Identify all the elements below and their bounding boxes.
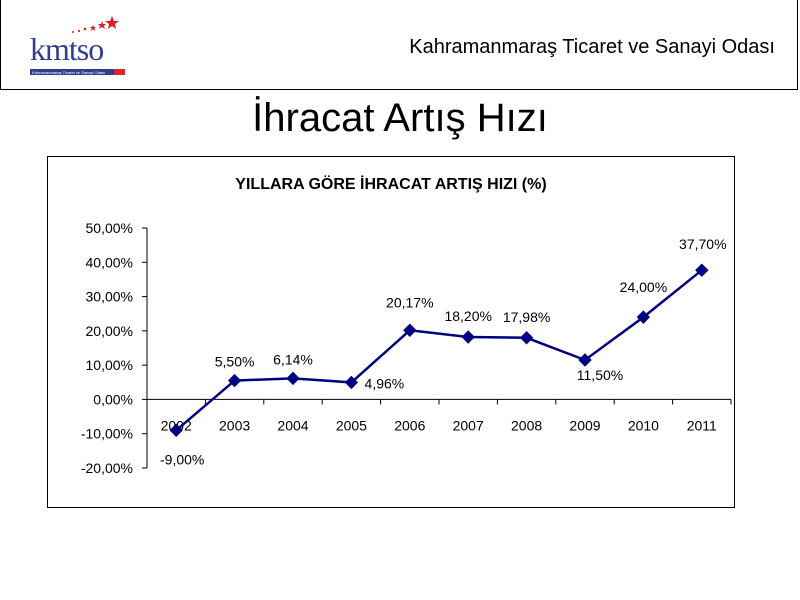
data-point-marker bbox=[403, 323, 417, 337]
data-label: 4,96% bbox=[365, 375, 405, 391]
data-point-marker bbox=[344, 375, 359, 390]
chart-frame: YILLARA GÖRE İHRACAT ARTIŞ HIZI (%) -20,… bbox=[47, 156, 735, 508]
data-label: 20,17% bbox=[386, 294, 433, 310]
x-tick-label: 2009 bbox=[569, 417, 600, 433]
logo-subtitle: Kahramanmaraş Ticaret ve Sanayi Odası bbox=[32, 70, 105, 75]
chart-title: YILLARA GÖRE İHRACAT ARTIŞ HIZI (%) bbox=[235, 176, 547, 193]
y-tick-label: 50,00% bbox=[86, 220, 133, 236]
slide-title: İhracat Artış Hızı bbox=[252, 96, 548, 140]
y-tick-label: -20,00% bbox=[81, 460, 133, 476]
y-tick-label: 40,00% bbox=[86, 254, 133, 270]
data-point-marker bbox=[578, 353, 592, 367]
x-tick-label: 2005 bbox=[336, 417, 367, 433]
data-point-marker bbox=[169, 423, 183, 437]
x-tick-label: 2006 bbox=[394, 417, 425, 433]
x-tick-label: 2008 bbox=[511, 417, 542, 433]
y-tick-label: 30,00% bbox=[86, 289, 133, 305]
y-tick-label: 10,00% bbox=[86, 357, 133, 373]
data-point-marker bbox=[227, 373, 242, 388]
data-point-marker bbox=[461, 330, 475, 344]
data-label: -9,00% bbox=[160, 451, 204, 467]
y-tick-label: 20,00% bbox=[86, 323, 133, 339]
x-tick-label: 2003 bbox=[219, 417, 250, 433]
data-label: 5,50% bbox=[215, 354, 255, 370]
x-tick-label: 2007 bbox=[453, 417, 484, 433]
data-label: 17,98% bbox=[503, 309, 550, 325]
slide-header: kmtso Kahramanmaraş Ticaret ve Sanayi Od… bbox=[0, 0, 798, 90]
data-point-marker bbox=[286, 371, 300, 386]
x-tick-label: 2010 bbox=[628, 417, 659, 433]
data-label: 6,14% bbox=[273, 351, 313, 367]
y-tick-label: 0,00% bbox=[93, 391, 133, 407]
logo-wordmark: kmtso bbox=[30, 31, 103, 67]
x-tick-label: 2004 bbox=[277, 417, 308, 433]
line-chart: -20,00% -10,00% 0,00% 10,00% 20,00% 30,00% 40,… bbox=[81, 220, 732, 476]
data-point-marker bbox=[519, 331, 534, 345]
data-label: 11,50% bbox=[577, 367, 623, 383]
kmtso-logo: kmtso Kahramanmaraş Ticaret ve Sanayi Od… bbox=[30, 16, 125, 75]
x-tick-label: 2011 bbox=[687, 417, 717, 433]
star-icon bbox=[72, 16, 119, 33]
data-point-marker bbox=[695, 263, 709, 277]
data-point-marker bbox=[636, 310, 651, 324]
series-line bbox=[175, 269, 703, 432]
organization-name: Kahramanmaraş Ticaret ve Sanayi Odası bbox=[409, 36, 775, 58]
data-label: 24,00% bbox=[620, 279, 667, 295]
data-label: 18,20% bbox=[444, 308, 491, 324]
data-label: 37,70% bbox=[679, 236, 726, 252]
y-tick-label: -10,00% bbox=[81, 426, 133, 442]
